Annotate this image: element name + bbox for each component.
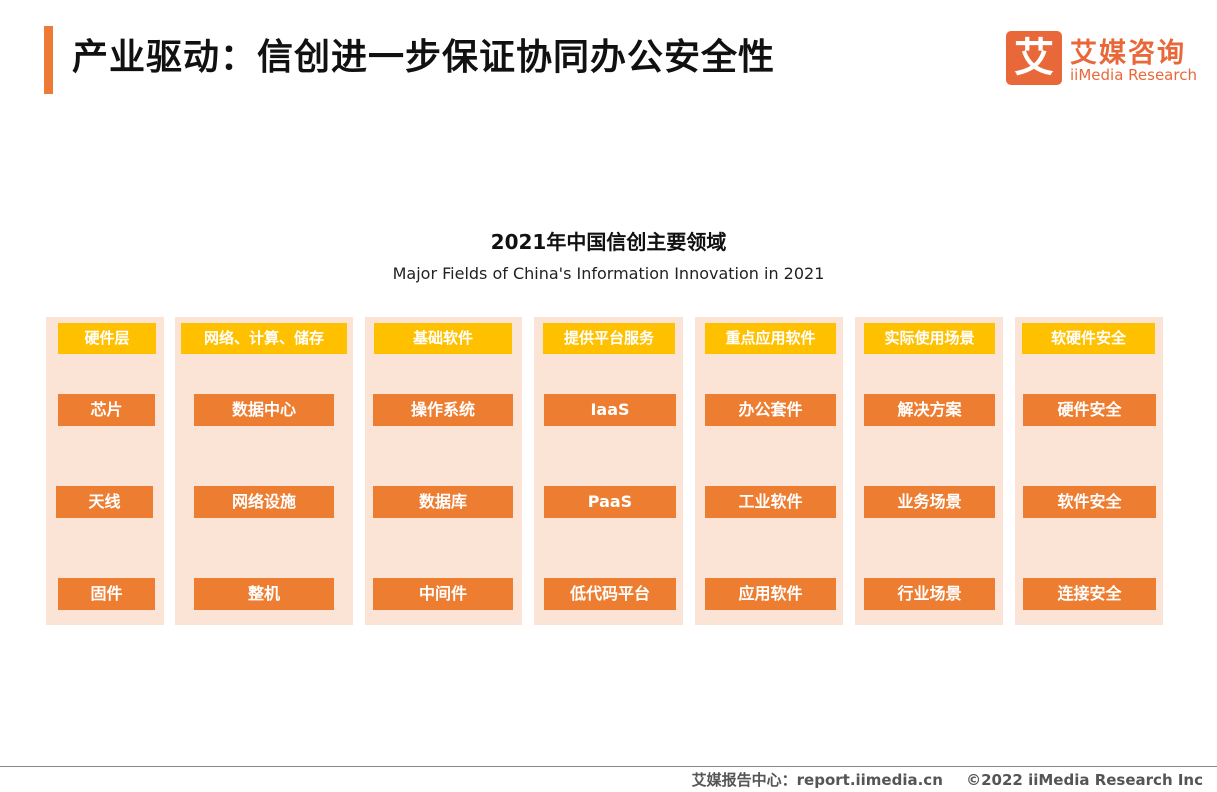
column-header: 实际使用场景: [864, 323, 995, 354]
field-item: 数据中心: [194, 394, 334, 426]
field-column-hardware: 硬件层 芯片 天线 固件: [46, 317, 164, 625]
field-item: 芯片: [58, 394, 155, 426]
column-header: 重点应用软件: [705, 323, 836, 354]
field-item: 天线: [56, 486, 153, 518]
field-item: 低代码平台: [544, 578, 676, 610]
field-item: 应用软件: [705, 578, 836, 610]
column-header: 软硬件安全: [1022, 323, 1155, 354]
field-item: 固件: [58, 578, 155, 610]
page-title: 产业驱动：信创进一步保证协同办公安全性: [72, 37, 776, 78]
field-item: 工业软件: [705, 486, 836, 518]
column-header: 硬件层: [58, 323, 156, 354]
column-header: 基础软件: [374, 323, 512, 354]
diagram-title: 2021年中国信创主要领域: [490, 230, 727, 254]
column-header: 提供平台服务: [543, 323, 675, 354]
footer: 艾媒报告中心：report.iimedia.cn ©2022 iiMedia R…: [674, 769, 1203, 790]
field-item: 软件安全: [1023, 486, 1156, 518]
title-accent-bar: [44, 26, 53, 94]
field-column-basic-software: 基础软件 操作系统 数据库 中间件: [365, 317, 522, 625]
column-header: 网络、计算、储存: [181, 323, 347, 354]
logo-english-name: iiMedia Research: [1070, 66, 1197, 84]
footer-source-link[interactable]: 艾媒报告中心：report.iimedia.cn: [691, 771, 943, 789]
field-item: 硬件安全: [1023, 394, 1156, 426]
field-column-scenarios: 实际使用场景 解决方案 业务场景 行业场景: [855, 317, 1003, 625]
field-item: 中间件: [373, 578, 513, 610]
field-column-network: 网络、计算、储存 数据中心 网络设施 整机: [175, 317, 353, 625]
footer-copyright: ©2022 iiMedia Research Inc: [966, 771, 1203, 789]
field-item: 行业场景: [864, 578, 995, 610]
field-column-key-apps: 重点应用软件 办公套件 工业软件 应用软件: [695, 317, 843, 625]
field-item: 解决方案: [864, 394, 995, 426]
field-item: 数据库: [373, 486, 513, 518]
logo-mark: 艾: [1006, 31, 1062, 85]
field-item: 整机: [194, 578, 334, 610]
logo-chinese-name: 艾媒咨询: [1070, 38, 1186, 69]
field-item: 办公套件: [705, 394, 836, 426]
field-item: PaaS: [544, 486, 676, 518]
field-item: 网络设施: [194, 486, 334, 518]
field-column-platform: 提供平台服务 IaaS PaaS 低代码平台: [534, 317, 683, 625]
field-column-security: 软硬件安全 硬件安全 软件安全 连接安全: [1015, 317, 1163, 625]
field-item: 连接安全: [1023, 578, 1156, 610]
field-item: 操作系统: [373, 394, 513, 426]
diagram-subtitle: Major Fields of China's Information Inno…: [392, 264, 825, 283]
iimedia-logo: 艾 艾媒咨询 iiMedia Research: [1006, 29, 1206, 89]
footer-divider: [0, 766, 1217, 767]
field-item: IaaS: [544, 394, 676, 426]
field-item: 业务场景: [864, 486, 995, 518]
